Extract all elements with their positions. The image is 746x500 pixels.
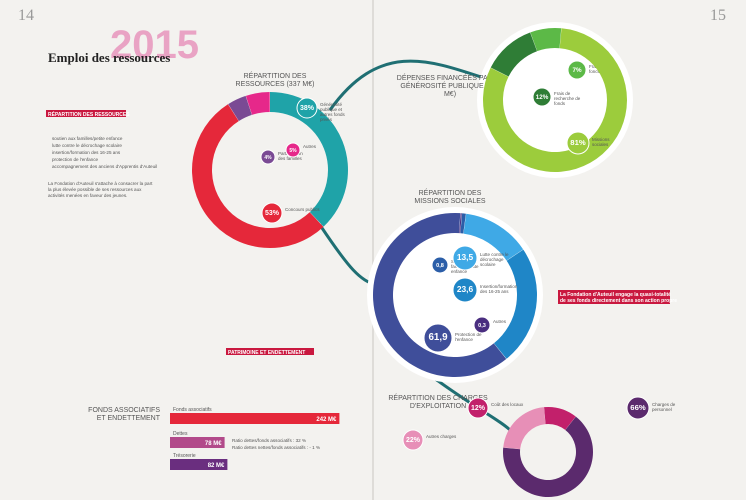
ratio-note: Ratio dettes/fonds associatifs : 32 %: [232, 438, 306, 443]
donut-segment: [192, 104, 324, 248]
value-label: 38%: [300, 105, 315, 112]
donut-segment: [503, 407, 546, 450]
page-number: 15: [710, 7, 726, 24]
page-title: Emploi des ressources: [48, 50, 170, 65]
heading-highlight: [558, 290, 670, 304]
value-label: 7%: [572, 67, 582, 74]
value-label: 66%: [630, 403, 646, 412]
connector: [328, 59, 491, 111]
chart-title: RÉPARTITION DES CHARGES D'EXPLOITATION: [388, 393, 488, 410]
value-label: 4%: [264, 155, 272, 161]
value-bubble: [467, 397, 489, 419]
donut-segment: [493, 249, 537, 359]
bar-name: Dettes: [173, 431, 188, 437]
chart-title: FONDS ASSOCIATIFS ET ENDETTEMENT: [88, 407, 161, 422]
donut-segment: [530, 28, 562, 52]
value-label: 12%: [471, 405, 486, 412]
bullet: accompagnement des anciens d'Apprentis d…: [52, 164, 157, 169]
segment-label: Coût des locaux: [491, 402, 524, 407]
value-label: 61,9: [428, 332, 448, 343]
segment-label: Lutte contre le décrochage scolaire: [480, 252, 509, 267]
value-bubble: [452, 277, 478, 303]
ratio-note: Ratio dettes nettes/fonds associatifs : …: [232, 445, 320, 450]
segment-label: Autres: [303, 144, 317, 149]
value-label: 5%: [289, 148, 297, 154]
chart-title: DÉPENSES FINANCÉES PAR LA GÉNÉROSITÉ PUBL…: [397, 73, 504, 98]
value-bubble: [431, 256, 449, 274]
value-bubble: [566, 131, 590, 155]
bar: [170, 413, 340, 424]
donut-segment: [373, 213, 507, 377]
heading-highlight: [226, 348, 314, 355]
bar-value: 78 M€: [205, 441, 222, 447]
year: 2015: [110, 23, 199, 67]
bar: [170, 459, 228, 470]
paragraph: La Fondation d'Auteuil s'attache à consa…: [48, 181, 153, 198]
value-label: 53%: [265, 210, 280, 217]
value-bubble: [285, 142, 301, 158]
segment-label: Autres charges: [426, 434, 457, 439]
donut-segment: [544, 407, 576, 430]
value-bubble: [452, 245, 478, 271]
bar-name: Trésorerie: [173, 453, 196, 459]
segment-label: Protection de l'enfance: [455, 332, 482, 342]
segment-label: Insertion/formation des 16-25 ans: [480, 284, 518, 294]
section-heading: PATRIMOINE ET ENDETTEMENT: [228, 350, 305, 356]
value-bubble: [473, 316, 491, 334]
segment-label: Frais de recherche de fonds: [554, 91, 581, 106]
donut-segment: [459, 213, 462, 234]
donut-segment: [270, 92, 348, 227]
value-bubble: [532, 87, 552, 107]
donut-segment: [460, 213, 466, 234]
value-label: 0,8: [436, 263, 444, 269]
donut-segment: [490, 32, 538, 77]
value-bubble: [423, 323, 453, 353]
section-heading: La Fondation d'Auteuil engage la quasi-t…: [560, 292, 677, 304]
value-label: 0,3: [478, 323, 486, 329]
page-number: 14: [18, 7, 34, 24]
bullet: insertion/formation des 16-25 ans: [52, 150, 121, 155]
bar-value: 82 M€: [208, 463, 225, 469]
value-label: 81%: [570, 138, 586, 147]
bullet: soutien aux familles/petite enfance: [52, 136, 123, 141]
donut-segment: [463, 213, 524, 261]
section-heading: RÉPARTITION DES RESSOURCES: [48, 110, 130, 118]
heading-highlight: [46, 110, 126, 117]
value-bubble: [260, 149, 276, 165]
value-label: 23,6: [457, 284, 474, 294]
donut-segment: [245, 92, 270, 115]
segment-label: Missions sociales: [592, 137, 610, 147]
value-label: 12%: [536, 94, 549, 101]
chart-title: RÉPARTITION DES MISSIONS SOCIALES: [414, 188, 486, 205]
bullet: lutte contre le décrochage scolaire: [52, 143, 122, 148]
value-bubble: [402, 429, 424, 451]
bullet: protection de l'enfance: [52, 157, 99, 162]
bar-name: Fonds associatifs: [173, 407, 212, 413]
chart-title: RÉPARTITION DES RESSOURCES (337 M€): [236, 71, 315, 88]
segment-label: Générosité publique et autres fonds privés: [320, 102, 346, 122]
value-bubble: [626, 396, 650, 420]
value-bubble: [296, 97, 318, 119]
donut-segment: [228, 95, 252, 122]
segment-label: Concours publics: [285, 207, 320, 212]
value-label: 13,5: [457, 252, 474, 262]
value-bubble: [261, 202, 283, 224]
donut-segment: [502, 416, 593, 498]
bar: [170, 437, 225, 448]
bar-value: 242 M€: [316, 417, 337, 423]
segment-label: Charges de personnel: [652, 402, 676, 412]
value-bubble: [567, 60, 587, 80]
value-label: 22%: [406, 437, 421, 444]
segment-label: Autres: [493, 319, 507, 324]
